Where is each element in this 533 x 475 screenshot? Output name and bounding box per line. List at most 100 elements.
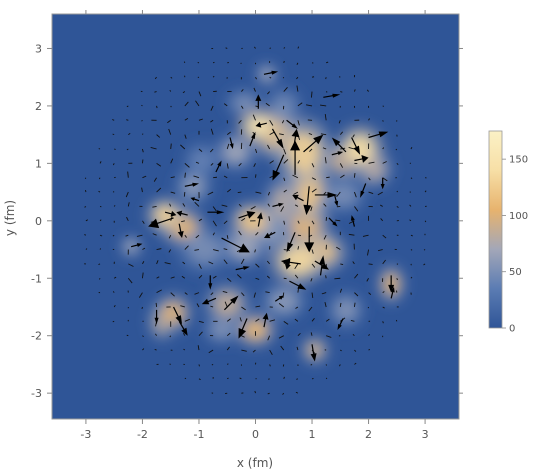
field-tick [226,346,230,351]
field-tick [269,319,276,322]
field-tick [212,232,215,236]
field-tick [168,249,172,253]
field-tick [280,206,285,212]
vector-arrow [319,255,326,276]
field-tick [141,119,143,122]
field-tick [323,203,327,207]
field-tick [255,277,260,280]
field-tick [154,349,157,351]
field-tick [180,305,185,308]
field-tick [410,146,413,150]
field-tick [269,131,275,136]
vector-arrow [350,215,356,227]
field-tick [423,263,426,266]
field-tick [170,76,173,79]
field-tick [169,203,172,207]
heat-hotspot [306,341,324,359]
field-tick [240,62,242,65]
y-tick-label: 0 [35,215,42,228]
field-tick [297,333,301,337]
field-tick [198,218,203,222]
field-tick [113,305,116,308]
field-tick [310,332,313,336]
field-tick [308,133,313,136]
field-tick [382,161,387,164]
field-tick [240,105,244,109]
field-tick [295,306,299,309]
field-tick [278,335,284,339]
field-tick [269,349,273,355]
field-tick [152,206,157,208]
field-tick [278,303,285,308]
field-tick [294,318,299,322]
field-tick [366,278,369,282]
field-tick [269,364,271,367]
field-tick [269,47,271,49]
field-tick [226,377,229,380]
field-tick [85,248,88,250]
field-tick [142,247,146,250]
field-tick [268,216,271,221]
field-tick [156,162,162,167]
field-tick [99,278,101,280]
field-tick [184,134,187,139]
field-tick [198,274,203,279]
field-tick [292,174,299,179]
field-tick [141,272,144,279]
field-tick [138,292,143,298]
vector-arrow [334,194,339,207]
field-tick [368,349,370,351]
field-tick [226,143,230,150]
vector-arrow [223,295,239,311]
vector-arrow [331,151,344,156]
vector-arrow [380,177,385,190]
field-tick [226,277,232,282]
field-tick [180,144,186,150]
vector-arrow [208,275,213,290]
field-tick [182,261,186,265]
field-tick [184,163,190,168]
vector-arrow [190,197,200,202]
field-tick [423,249,426,251]
field-tick [348,233,355,236]
vector-arrow [176,210,188,217]
field-tick [325,275,327,279]
field-tick [156,105,158,109]
field-tick [142,261,145,265]
field-tick [221,204,228,207]
vector-arrow [263,70,279,75]
vector-arrow [272,202,284,208]
field-tick [409,219,412,222]
field-tick [99,219,102,222]
field-tick [198,378,201,381]
field-tick [283,249,290,251]
field-tick [339,131,344,135]
field-tick [368,177,371,181]
field-tick [252,349,256,353]
field-tick [170,143,172,150]
field-tick [184,172,186,178]
heat-layer [119,62,406,365]
field-tick [195,161,200,164]
field-tick [112,133,115,136]
field-tick [336,191,341,198]
field-tick [113,276,117,279]
field-tick [267,91,270,95]
field-tick [338,120,341,124]
vector-arrow [290,140,301,175]
field-tick [283,376,285,379]
field-tick [410,276,413,279]
field-tick [354,206,359,212]
field-tick [266,260,270,265]
field-tick [196,303,200,308]
field-tick [294,274,299,279]
field-tick [154,76,157,80]
field-tick [125,234,129,237]
field-tick [326,176,330,179]
heat-hotspot [187,235,222,264]
field-tick [325,61,329,64]
field-tick [225,47,228,49]
field-tick [142,148,144,153]
field-tick [352,134,355,138]
